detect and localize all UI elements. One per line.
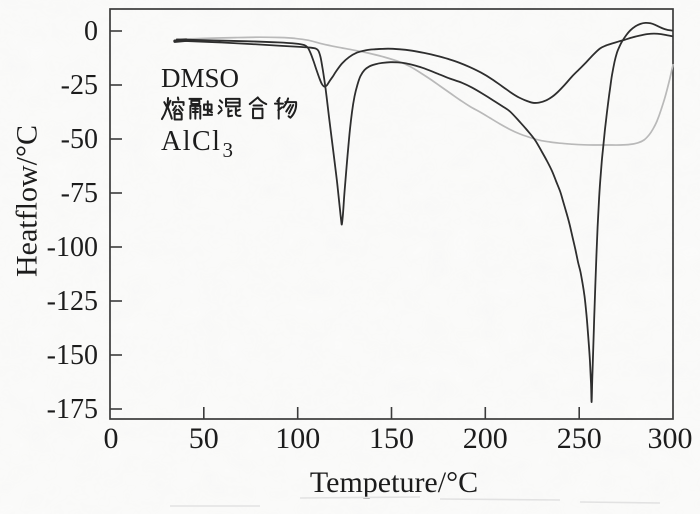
svg-text:300: 300 [648,422,693,455]
svg-text:Tempeture/°C: Tempeture/°C [310,466,478,499]
svg-text:-50: -50 [61,124,98,155]
svg-text:DMSO: DMSO [161,63,239,93]
svg-text:-150: -150 [47,340,98,371]
svg-text:150: 150 [369,422,414,455]
svg-text:-125: -125 [47,286,98,317]
svg-text:0: 0 [104,422,119,455]
svg-text:-75: -75 [61,178,98,209]
svg-text:200: 200 [463,422,508,455]
svg-text:-25: -25 [61,70,98,101]
svg-text:250: 250 [557,422,602,455]
svg-text:0: 0 [84,16,98,47]
svg-text:-100: -100 [47,232,98,263]
svg-text:AlCl3: AlCl3 [161,126,234,162]
svg-text:Heatflow/°C: Heatflow/°C [11,125,44,277]
svg-text:50: 50 [189,422,219,455]
svg-text:100: 100 [275,422,320,455]
svg-text:-175: -175 [47,394,98,425]
